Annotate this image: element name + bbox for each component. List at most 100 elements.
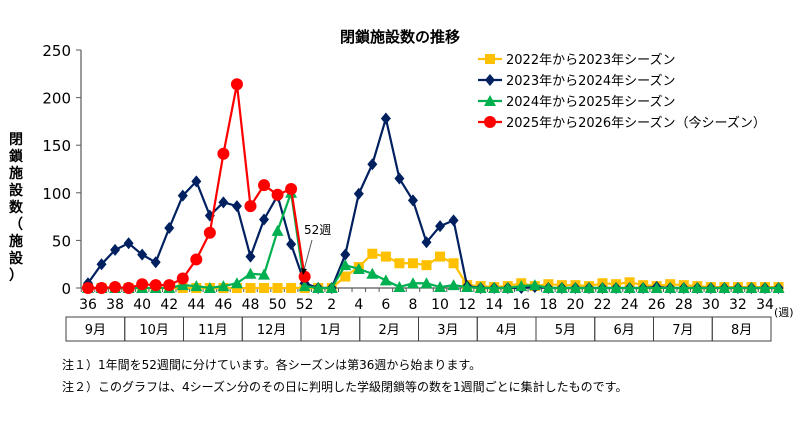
note-2: 注２）このグラフは、4シーズン分のその日に判明した学級閉鎖等の数を1週間ごとに集…: [62, 380, 628, 394]
month-label: 8月: [731, 323, 752, 338]
data-point-triangle: [488, 282, 501, 293]
x-tick-label: 40: [133, 297, 151, 313]
x-tick-label: 36: [79, 297, 97, 313]
y-axis-label-char: 施: [9, 234, 23, 250]
data-point-diamond: [191, 175, 202, 188]
data-point-triangle: [217, 280, 230, 292]
x-tick-label: 28: [675, 297, 693, 313]
data-point-square: [407, 258, 418, 269]
y-axis-label-char: 設: [9, 251, 23, 267]
data-point-diamond: [286, 238, 297, 251]
data-point-triangle: [203, 282, 216, 293]
data-point-circle: [109, 281, 122, 294]
data-point-square: [394, 258, 405, 269]
data-point-triangle: [542, 282, 555, 293]
data-point-circle: [285, 182, 298, 195]
data-point-diamond: [259, 213, 270, 226]
x-tick-label: 30: [702, 297, 720, 313]
data-point-triangle: [190, 280, 203, 292]
data-point-triangle: [420, 277, 433, 289]
data-point-circle: [82, 282, 94, 294]
y-axis-label-char: 閉: [9, 132, 23, 148]
data-point-diamond: [150, 256, 161, 269]
data-point-triangle: [325, 282, 338, 293]
data-point-diamond: [340, 248, 351, 261]
data-point-triangle: [352, 262, 365, 274]
x-tick-label: 38: [106, 297, 124, 313]
y-axis-label: 閉鎖施設数（施設）: [6, 132, 26, 285]
data-point-circle: [217, 147, 230, 160]
data-point-triangle: [447, 279, 460, 291]
y-tick-label: 100: [42, 185, 71, 203]
x-tick-label: 42: [160, 297, 178, 313]
chart-title: 閉鎖施設数の推移: [340, 28, 460, 46]
month-label: 9月: [85, 323, 106, 338]
x-tick-label: 50: [269, 297, 287, 313]
legend-item: 2025年から2026年シーズン（今シーズン）: [478, 115, 766, 131]
data-point-triangle: [271, 224, 284, 236]
data-point-diamond: [137, 248, 148, 261]
x-tick-label: 2: [327, 297, 336, 313]
y-axis-label-char: 施: [9, 166, 23, 182]
month-box: [711, 316, 772, 342]
annotation-arrowhead: [301, 268, 307, 275]
annotation-52-week: 52週: [304, 223, 331, 237]
x-tick-label: 34: [756, 297, 774, 313]
data-point-square: [272, 283, 283, 293]
data-point-circle: [244, 200, 257, 213]
data-point-triangle: [339, 259, 352, 271]
legend-item: 2024年から2025年シーズン: [478, 94, 676, 110]
data-point-square: [367, 248, 378, 259]
data-point-triangle: [731, 282, 744, 293]
x-tick-label: 52: [296, 297, 314, 313]
month-label: 4月: [496, 323, 517, 338]
data-point-triangle: [258, 268, 271, 280]
data-point-diamond: [421, 236, 432, 249]
data-point-circle: [271, 188, 284, 201]
y-axis-label-char: 鎖: [9, 149, 23, 165]
data-point-diamond: [218, 196, 229, 209]
data-point-circle: [298, 270, 311, 283]
data-point-triangle: [434, 281, 447, 293]
x-tick-label: 22: [594, 297, 612, 313]
data-point-diamond: [177, 189, 188, 202]
data-point-square: [286, 283, 297, 293]
y-axis-label-char: 設: [9, 183, 23, 199]
x-tick-label: 14: [485, 297, 503, 313]
data-point-circle: [258, 179, 271, 192]
y-tick-label: 50: [52, 232, 71, 250]
data-point-triangle: [515, 280, 528, 292]
y-tick-label: 200: [42, 90, 71, 108]
month-label: 2月: [378, 323, 399, 338]
data-point-triangle: [230, 277, 243, 289]
data-point-triangle: [244, 267, 257, 279]
data-point-circle: [95, 282, 108, 294]
data-point-square: [485, 54, 495, 64]
data-point-diamond: [448, 214, 459, 227]
legend-label: 2025年から2026年シーズン（今シーズン）: [506, 115, 766, 131]
data-point-square: [435, 251, 446, 262]
data-point-diamond: [96, 258, 107, 271]
legend-item: 2023年から2024年シーズン: [478, 73, 676, 89]
x-tick-label: 16: [512, 297, 530, 313]
y-axis-label-char: 数: [9, 200, 23, 216]
x-tick-label: 46: [214, 297, 232, 313]
data-point-triangle: [650, 282, 663, 293]
data-point-square: [245, 283, 256, 293]
x-tick-label: 20: [567, 297, 585, 313]
data-point-diamond: [485, 74, 495, 86]
series-3: [82, 186, 785, 293]
month-label: 10月: [139, 323, 169, 338]
data-point-circle: [203, 226, 216, 239]
series-line: [88, 192, 779, 290]
data-point-triangle: [312, 282, 325, 293]
data-point-diamond: [245, 250, 256, 263]
month-label: 12月: [257, 323, 287, 338]
data-point-square: [259, 283, 270, 293]
data-point-circle: [176, 272, 189, 285]
data-point-triangle: [610, 282, 623, 293]
data-point-diamond: [164, 222, 175, 235]
data-point-triangle: [637, 282, 650, 293]
data-point-circle: [190, 253, 203, 266]
